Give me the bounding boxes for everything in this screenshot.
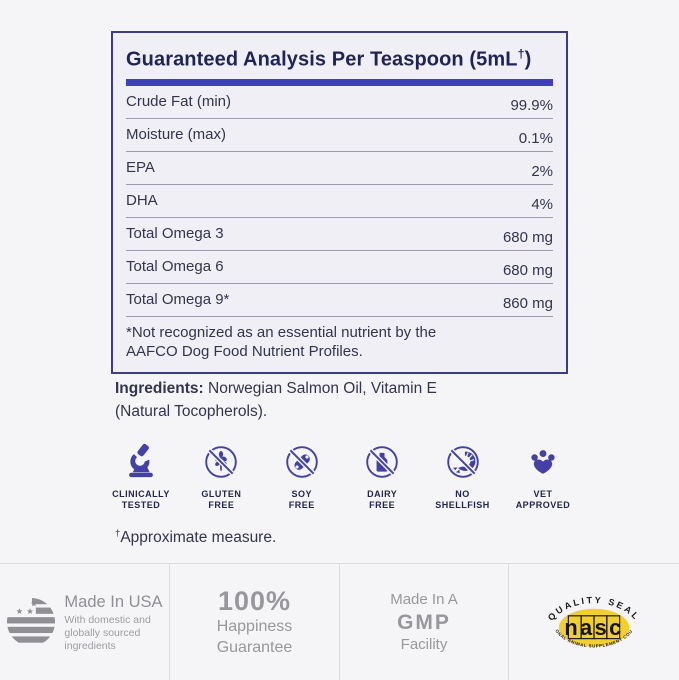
row-label: Total Omega 6 <box>126 257 224 275</box>
row-label: Total Omega 3 <box>126 224 224 242</box>
badge-label: VET APPROVED <box>516 489 571 511</box>
paw-icon <box>531 450 555 474</box>
made-in-usa-title: Made In USA <box>64 592 163 611</box>
ingredients-label: Ingredients: <box>115 380 204 397</box>
nasc-brand-text: nasc <box>564 615 623 640</box>
row-value: 680 mg <box>502 261 553 279</box>
analysis-row-omega3: Total Omega 3 680 mg <box>126 218 553 251</box>
happiness-line3: Guarantee <box>216 639 293 656</box>
badge-label: SOY FREE <box>289 489 315 511</box>
badge-label: GLUTEN FREE <box>201 489 241 511</box>
badge-label: DAIRY FREE <box>367 489 397 511</box>
panel-title: Guaranteed Analysis Per Teaspoon (5mL†) <box>126 42 553 72</box>
badge-no-shellfish: NO SHELLFISH <box>423 441 503 511</box>
microscope-icon <box>129 443 153 478</box>
badge-label: CLINICALLY TESTED <box>112 489 170 511</box>
row-value: 0.1% <box>518 129 553 147</box>
footnote-line2: AAFCO Dog Food Nutrient Profiles. <box>126 342 363 360</box>
badge-vet-approved: VET APPROVED <box>503 441 583 511</box>
nasc-quality-seal-icon: QUALITY SEAL nasc NATIONAL ANIMAL SUPPLE… <box>536 584 640 648</box>
footer-cell-gmp: Made In A GMP Facility <box>340 564 509 680</box>
no-gluten-icon <box>205 446 238 478</box>
guaranteed-analysis-panel: Guaranteed Analysis Per Teaspoon (5mL†) … <box>111 31 568 374</box>
badge-label-line2: FREE <box>288 500 315 510</box>
gmp-line1: Made In A <box>390 590 458 608</box>
no-shellfish-icon <box>446 446 479 478</box>
badge-label-line2: TESTED <box>121 500 161 510</box>
analysis-row-omega6: Total Omega 6 680 mg <box>126 251 553 284</box>
approx-text: Approximate measure. <box>120 529 277 547</box>
ingredients-text: Ingredients: Norwegian Salmon Oil, Vitam… <box>115 377 487 423</box>
row-label: DHA <box>126 191 158 209</box>
no-soy-icon <box>286 446 318 478</box>
analysis-row-dha: DHA 4% <box>126 185 553 218</box>
panel-title-dagger: † <box>517 47 525 61</box>
badge-label-line1: CLINICALLY <box>112 489 170 499</box>
row-label: Crude Fat (min) <box>126 92 232 110</box>
row-label: Moisture (max) <box>126 125 227 143</box>
panel-title-main: Guaranteed Analysis Per Teaspoon (5mL <box>126 48 518 71</box>
panel-title-close: ) <box>524 48 532 71</box>
badge-gluten-free: GLUTEN FREE <box>181 441 261 511</box>
approximate-measure-note: †Approximate measure. <box>115 528 276 547</box>
badge-label-line2: APPROVED <box>515 500 571 510</box>
title-underline-bar <box>126 78 553 86</box>
row-label: EPA <box>126 158 155 176</box>
badge-label-line1: DAIRY <box>367 489 398 499</box>
badge-label-line2: FREE <box>208 500 235 510</box>
row-value: 2% <box>531 162 553 180</box>
badge-label-line2: SHELLFISH <box>435 500 490 510</box>
badge-label-line2: FREE <box>369 500 396 510</box>
no-dairy-icon <box>366 446 398 478</box>
ingredients-value: Norwegian Salmon Oil, Vitamin E (Natural… <box>115 380 437 420</box>
aafco-footnote: *Not recognized as an essential nutrient… <box>126 317 553 372</box>
badge-clinically-tested: CLINICALLY TESTED <box>101 441 181 511</box>
footnote-line1: *Not recognized as an essential nutrient… <box>126 323 437 341</box>
badge-label-line1: GLUTEN <box>201 489 242 499</box>
row-value: 99.9% <box>510 96 553 114</box>
usa-flag-icon <box>7 597 56 643</box>
badge-label: NO SHELLFISH <box>435 489 490 511</box>
analysis-row-omega9: Total Omega 9* 860 mg <box>126 284 553 317</box>
row-value: 680 mg <box>502 228 553 246</box>
made-in-usa-subtitle: With domestic and globally sourced ingre… <box>64 614 162 653</box>
row-label: Total Omega 9* <box>126 290 230 308</box>
badge-soy-free: SOY FREE <box>262 441 342 511</box>
gmp-line2: GMP <box>397 610 451 634</box>
dagger-symbol: † <box>115 528 121 539</box>
footer-cell-nasc-seal: QUALITY SEAL nasc NATIONAL ANIMAL SUPPLE… <box>509 564 679 680</box>
happiness-line2: Happiness <box>216 618 293 635</box>
happiness-100: 100% <box>217 586 292 616</box>
badge-label-line1: NO <box>455 489 470 499</box>
usa-sub-line2: globally sourced <box>64 626 141 639</box>
analysis-row-moisture: Moisture (max) 0.1% <box>126 119 553 152</box>
badge-dairy-free: DAIRY FREE <box>342 441 422 511</box>
trust-footer: Made In USA With domestic and globally s… <box>0 563 679 680</box>
badge-label-line1: SOY <box>291 489 313 499</box>
analysis-row-crude-fat: Crude Fat (min) 99.9% <box>126 86 553 119</box>
usa-sub-line3: ingredients <box>64 639 116 652</box>
usa-sub-line1: With domestic and <box>64 613 151 626</box>
row-value: 4% <box>531 195 553 213</box>
footer-cell-made-in-usa: Made In USA With domestic and globally s… <box>0 564 170 680</box>
footer-cell-happiness-guarantee: 100% Happiness Guarantee <box>170 564 340 680</box>
feature-badges-row: CLINICALLY TESTED GLUTEN FRE <box>101 441 583 511</box>
analysis-row-epa: EPA 2% <box>126 152 553 185</box>
row-value: 860 mg <box>502 294 553 312</box>
badge-label-line1: VET <box>533 489 553 499</box>
made-in-usa-text: Made In USA With domestic and globally s… <box>64 592 162 653</box>
gmp-line3: Facility <box>400 635 448 653</box>
